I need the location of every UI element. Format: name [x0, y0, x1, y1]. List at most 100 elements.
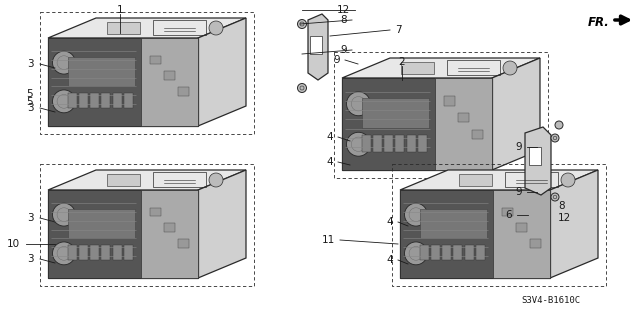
Bar	[502, 208, 513, 216]
Bar	[431, 245, 440, 260]
Text: 8: 8	[340, 15, 347, 25]
Bar	[310, 36, 322, 54]
Polygon shape	[106, 174, 140, 186]
Bar	[392, 164, 606, 286]
Polygon shape	[198, 18, 246, 126]
Polygon shape	[400, 190, 550, 278]
Polygon shape	[67, 209, 135, 238]
Text: 10: 10	[7, 239, 20, 249]
Polygon shape	[400, 170, 598, 190]
Bar	[79, 245, 88, 260]
Bar	[406, 135, 415, 152]
Text: 5: 5	[26, 89, 33, 99]
Polygon shape	[48, 18, 246, 38]
Bar	[79, 93, 88, 108]
Polygon shape	[48, 38, 198, 126]
Circle shape	[555, 121, 563, 129]
Text: 3: 3	[28, 213, 34, 223]
Bar	[101, 245, 110, 260]
Text: 9: 9	[340, 45, 347, 55]
Bar	[384, 135, 393, 152]
Polygon shape	[435, 78, 492, 170]
Polygon shape	[48, 190, 141, 278]
Text: 9: 9	[515, 142, 522, 152]
Text: 4: 4	[326, 157, 333, 167]
Bar	[67, 93, 77, 108]
Circle shape	[346, 92, 371, 116]
Bar	[124, 93, 132, 108]
Circle shape	[52, 203, 76, 226]
Polygon shape	[48, 170, 246, 190]
Bar	[40, 164, 254, 286]
Circle shape	[551, 193, 559, 201]
Bar	[178, 87, 189, 96]
Text: 4: 4	[387, 217, 393, 227]
Text: 2: 2	[399, 57, 405, 67]
Polygon shape	[67, 57, 135, 85]
Bar	[164, 223, 175, 232]
Text: 12: 12	[337, 5, 350, 15]
Polygon shape	[458, 174, 492, 186]
Polygon shape	[342, 78, 492, 170]
Polygon shape	[493, 190, 550, 278]
Bar	[150, 56, 161, 64]
Text: 3: 3	[28, 254, 34, 264]
Circle shape	[561, 173, 575, 187]
Polygon shape	[525, 127, 551, 195]
Circle shape	[346, 132, 371, 156]
Bar	[164, 71, 175, 80]
Bar	[150, 208, 161, 216]
Text: 11: 11	[322, 235, 335, 245]
Bar	[40, 12, 254, 134]
Text: 6: 6	[506, 210, 512, 220]
Text: 9: 9	[515, 187, 522, 197]
Bar	[476, 245, 484, 260]
Bar	[529, 147, 541, 165]
Text: FR.: FR.	[588, 17, 609, 29]
Circle shape	[52, 242, 76, 265]
Bar	[396, 135, 404, 152]
Bar	[444, 96, 455, 106]
Text: 7: 7	[395, 25, 402, 35]
Polygon shape	[401, 62, 433, 74]
Bar	[453, 245, 462, 260]
Circle shape	[52, 90, 76, 113]
Bar	[90, 245, 99, 260]
Bar	[67, 245, 77, 260]
Circle shape	[298, 19, 307, 28]
Circle shape	[209, 173, 223, 187]
Bar	[530, 239, 541, 248]
Polygon shape	[419, 209, 487, 238]
Circle shape	[298, 84, 307, 93]
Text: 4: 4	[387, 255, 393, 265]
Polygon shape	[550, 170, 598, 278]
Bar	[472, 130, 483, 139]
Text: 3: 3	[28, 103, 34, 113]
Polygon shape	[308, 14, 328, 80]
Polygon shape	[342, 58, 540, 78]
Circle shape	[209, 21, 223, 35]
Polygon shape	[48, 38, 141, 126]
Polygon shape	[106, 22, 140, 34]
Circle shape	[404, 242, 428, 265]
Polygon shape	[141, 38, 198, 126]
Text: 4: 4	[326, 132, 333, 142]
Bar	[516, 223, 527, 232]
Bar	[101, 93, 110, 108]
Polygon shape	[342, 78, 435, 170]
Bar	[419, 245, 429, 260]
Bar	[442, 245, 451, 260]
Polygon shape	[48, 190, 198, 278]
Polygon shape	[141, 190, 198, 278]
Bar	[90, 93, 99, 108]
Bar	[113, 245, 122, 260]
Bar	[178, 239, 189, 248]
Polygon shape	[400, 190, 493, 278]
Bar	[124, 245, 132, 260]
Polygon shape	[198, 170, 246, 278]
Polygon shape	[492, 58, 540, 170]
Circle shape	[404, 203, 428, 226]
Bar	[458, 113, 469, 122]
Circle shape	[52, 51, 76, 74]
Circle shape	[503, 61, 517, 75]
